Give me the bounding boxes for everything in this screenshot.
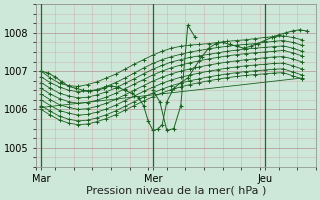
X-axis label: Pression niveau de la mer( hPa ): Pression niveau de la mer( hPa ) [86, 186, 266, 196]
